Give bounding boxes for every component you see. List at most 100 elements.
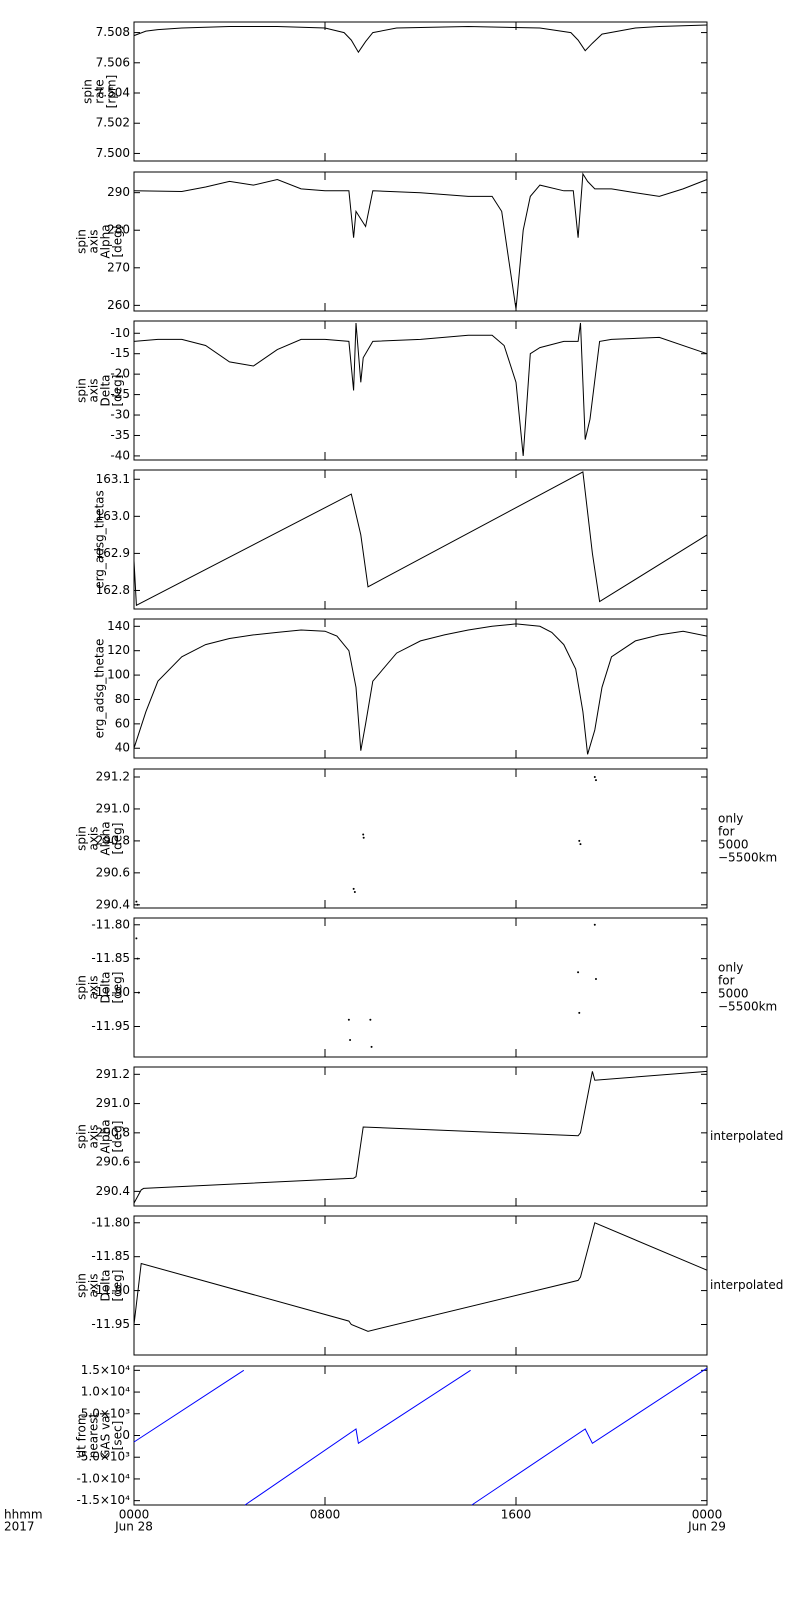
y-tick-label: 290.8	[96, 833, 130, 847]
y-tick-label: 290.8	[96, 1125, 130, 1139]
y-tick-label: 7.506	[96, 55, 130, 69]
side-note: for	[718, 825, 735, 839]
data-point	[577, 971, 580, 974]
y-tick-label: -40	[110, 448, 130, 462]
y-axis-label: GAS val	[99, 1412, 113, 1459]
y-axis-label: axis	[87, 229, 101, 253]
y-tick-label: -11.95	[91, 1019, 130, 1033]
data-point	[135, 900, 138, 903]
y-tick-label: -11.90	[91, 1283, 130, 1297]
y-tick-label: -5.0×10³	[76, 1450, 130, 1464]
data-point	[578, 1011, 581, 1014]
plot-frame	[133, 1215, 708, 1356]
y-tick-label: 162.9	[96, 546, 130, 560]
y-tick-label: 290.6	[96, 1155, 130, 1169]
y-tick-label: 60	[115, 716, 130, 730]
y-tick-label: 80	[115, 692, 130, 706]
y-axis-label: axis	[87, 975, 101, 999]
y-axis-label: spin	[75, 1124, 89, 1149]
y-tick-label: 120	[107, 643, 130, 657]
y-axis-label: spin	[75, 826, 89, 851]
y-tick-label: 5.0×10³	[81, 1406, 130, 1420]
y-tick-label: 1.5×10⁴	[81, 1363, 130, 1377]
data-point	[593, 923, 596, 926]
data-point	[352, 887, 355, 890]
y-axis-label: Alpha	[99, 821, 113, 855]
y-tick-label: 7.500	[96, 146, 130, 160]
y-axis-label: Alpha	[99, 224, 113, 258]
plot-frame	[133, 1365, 708, 1506]
data-point	[135, 937, 138, 940]
data-point	[136, 957, 139, 960]
x-tick-label: 0800	[310, 1508, 341, 1522]
plot-frame	[133, 469, 708, 610]
y-tick-label: 291.2	[96, 769, 130, 783]
data-line	[133, 24, 708, 54]
data-point	[349, 1039, 352, 1042]
y-axis-label: dt from	[75, 1413, 89, 1457]
y-axis-label: erg_adsg_thetas	[93, 490, 107, 589]
data-point	[136, 903, 139, 906]
data-line	[133, 1070, 708, 1204]
y-axis-label: Delta	[99, 374, 113, 406]
data-line	[133, 322, 708, 456]
y-tick-label: -11.80	[91, 917, 130, 931]
y-tick-label: -11.90	[91, 985, 130, 999]
y-tick-label: 163.1	[96, 472, 130, 486]
x-tick-label: 0000	[692, 1508, 723, 1522]
data-line	[133, 623, 708, 755]
y-tick-label: -25	[110, 387, 130, 401]
data-line	[133, 1222, 708, 1332]
x-axis-label: hhmm	[4, 1508, 43, 1522]
y-axis-label: [deg]	[111, 1270, 125, 1302]
y-axis-label: [sec]	[111, 1421, 125, 1451]
plot-frame	[133, 768, 708, 909]
y-tick-label: 163.0	[96, 509, 130, 523]
y-tick-label: 291.2	[96, 1067, 130, 1081]
data-point	[369, 1018, 372, 1021]
y-tick-label: -11.95	[91, 1317, 130, 1331]
y-axis-label: spin	[75, 229, 89, 254]
y-tick-label: -15	[110, 346, 130, 360]
y-axis-label: erg_adsg_thetae	[93, 639, 107, 739]
data-line	[133, 1367, 708, 1506]
data-point	[594, 978, 597, 981]
y-tick-label: -35	[110, 428, 130, 442]
data-line	[133, 172, 708, 310]
y-tick-label: 290.6	[96, 865, 130, 879]
side-note: interpolated	[710, 1129, 783, 1143]
y-tick-label: 270	[107, 260, 130, 274]
y-tick-label: 140	[107, 619, 130, 633]
y-axis-label: axis	[87, 378, 101, 402]
y-tick-label: 7.504	[96, 86, 130, 100]
data-point	[347, 1018, 350, 1021]
y-axis-label: spin	[81, 79, 95, 104]
y-tick-label: -10	[110, 326, 130, 340]
data-point	[362, 833, 365, 836]
y-tick-label: -20	[110, 367, 130, 381]
plot-frame	[133, 21, 708, 162]
y-tick-label: 290	[107, 185, 130, 199]
plot-frame	[133, 917, 708, 1058]
y-tick-label: 280	[107, 223, 130, 237]
y-axis-label: spin	[75, 975, 89, 1000]
y-tick-label: 290.4	[96, 1184, 130, 1198]
y-axis-label: [deg]	[111, 375, 125, 407]
y-axis-label: axis	[87, 1124, 101, 1148]
data-point	[137, 991, 140, 994]
y-tick-label: -11.85	[91, 951, 130, 965]
y-tick-label: 7.508	[96, 25, 130, 39]
y-axis-label: axis	[87, 1273, 101, 1297]
y-tick-label: 100	[107, 668, 130, 682]
y-axis-label: [rpm]	[105, 75, 119, 109]
y-tick-label: 1.0×10⁴	[81, 1385, 130, 1399]
side-note: interpolated	[710, 1278, 783, 1292]
side-note: 5000	[718, 838, 749, 852]
y-tick-label: 290.4	[96, 897, 130, 911]
y-axis-label: Alpha	[99, 1119, 113, 1153]
y-axis-label: [deg]	[111, 972, 125, 1004]
data-point	[593, 775, 596, 778]
plot-frame	[133, 618, 708, 759]
